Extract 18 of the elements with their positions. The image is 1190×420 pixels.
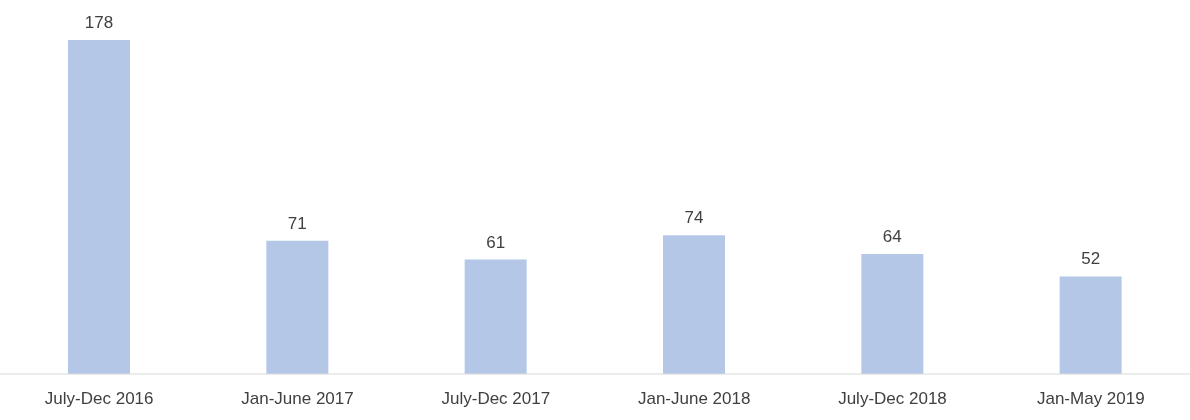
x-tick-label: Jan-May 2019 xyxy=(1036,389,1145,409)
x-tick-label: Jan-June 2017 xyxy=(241,389,354,409)
data-label: 74 xyxy=(684,208,704,228)
bar xyxy=(861,253,924,374)
data-label: 64 xyxy=(882,226,902,246)
data-label: 178 xyxy=(84,13,114,32)
data-label: 52 xyxy=(1081,249,1101,269)
bar xyxy=(1059,276,1122,374)
data-label: 61 xyxy=(486,232,506,252)
bar xyxy=(68,40,130,374)
x-tick-label: July-Dec 2016 xyxy=(44,389,154,409)
x-tick-label: Jan-June 2018 xyxy=(637,389,751,409)
bar xyxy=(663,235,725,374)
bar xyxy=(266,240,329,374)
x-tick-label: July-Dec 2018 xyxy=(838,389,947,409)
x-tick-label: July-Dec 2017 xyxy=(441,389,551,409)
data-label: 71 xyxy=(287,213,307,233)
bar xyxy=(464,259,527,374)
